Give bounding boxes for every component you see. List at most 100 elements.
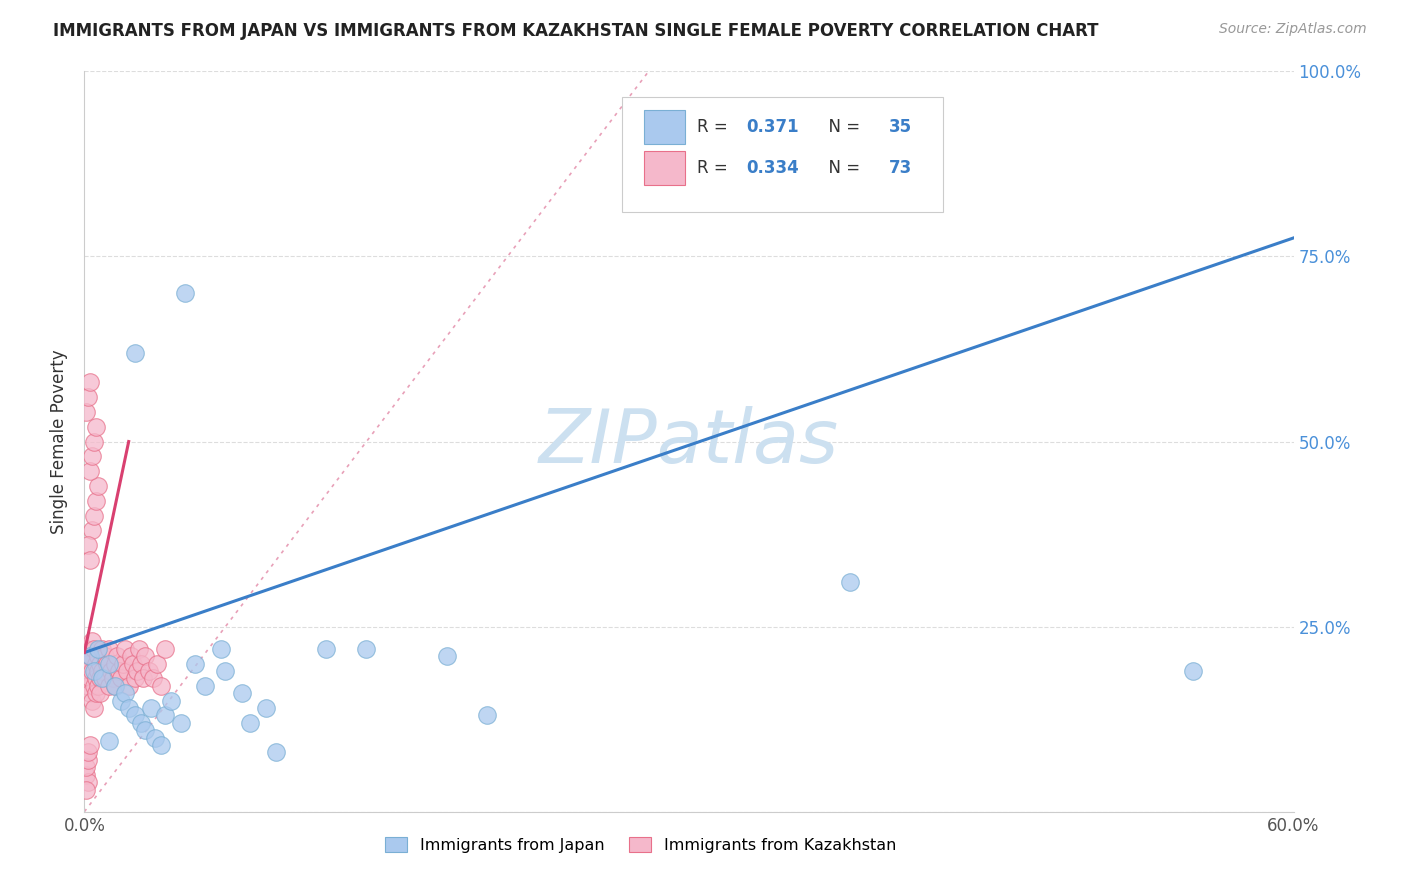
Point [91,641,114,656]
Point [100,664,122,678]
Point [264,746,287,760]
Point [79,376,101,390]
Point [174,286,197,301]
Point [153,708,176,723]
Point [82,450,104,464]
Point [1181,664,1204,678]
Point [75,641,97,656]
Point [149,679,172,693]
Point [77,679,100,693]
Point [125,664,148,678]
Point [149,738,172,752]
Point [86,672,108,686]
Text: 0.334: 0.334 [745,159,799,177]
Point [79,649,101,664]
Point [104,657,127,671]
Point [214,664,236,678]
Point [129,657,152,671]
Point [118,701,141,715]
Point [77,753,100,767]
Point [101,672,124,686]
Text: 0.371: 0.371 [745,118,799,136]
Point [82,664,104,678]
Point [89,686,111,700]
Point [77,746,100,760]
Point [75,405,97,419]
Point [209,641,232,656]
Point [77,390,100,404]
Point [96,657,118,671]
Point [110,672,132,686]
Text: R =: R = [697,118,734,136]
Point [124,672,146,686]
Point [83,679,105,693]
Point [153,641,176,656]
FancyBboxPatch shape [644,151,685,185]
Point [77,657,100,671]
Point [77,775,100,789]
Point [118,679,141,693]
Point [97,641,120,656]
Point [114,641,136,656]
Text: 73: 73 [889,159,911,177]
Point [97,734,120,748]
Point [83,434,105,449]
Point [107,664,129,678]
Point [132,672,155,686]
Point [104,679,127,693]
Point [97,679,120,693]
Point [75,760,97,774]
Point [143,731,166,745]
Point [79,464,101,478]
Point [134,649,156,664]
Point [111,657,134,671]
Point [86,419,108,434]
Point [839,575,862,590]
Point [82,634,104,648]
Point [79,738,101,752]
Point [110,694,132,708]
Text: IMMIGRANTS FROM JAPAN VS IMMIGRANTS FROM KAZAKHSTAN SINGLE FEMALE POVERTY CORREL: IMMIGRANTS FROM JAPAN VS IMMIGRANTS FROM… [53,22,1099,40]
Point [87,641,110,656]
FancyBboxPatch shape [644,110,685,144]
Point [93,649,115,664]
Point [87,679,110,693]
Point [231,686,253,700]
Point [146,657,169,671]
Point [83,508,105,523]
Point [139,701,162,715]
Point [87,664,110,678]
Point [79,672,101,686]
Point [184,657,207,671]
Point [91,672,114,686]
Point [194,679,217,693]
Point [138,664,160,678]
Point [254,701,277,715]
Point [115,664,138,678]
Point [239,715,262,730]
Point [129,715,152,730]
Point [86,493,108,508]
Point [82,694,104,708]
Point [436,649,458,664]
Text: ZIPatlas: ZIPatlas [538,406,839,477]
FancyBboxPatch shape [623,97,943,212]
Point [93,672,115,686]
Point [75,782,97,797]
Point [170,715,193,730]
Point [160,694,183,708]
Point [82,524,104,538]
Text: N =: N = [818,118,866,136]
Point [477,708,499,723]
Point [79,553,101,567]
Point [87,479,110,493]
Point [124,708,146,723]
Legend: Immigrants from Japan, Immigrants from Kazakhstan: Immigrants from Japan, Immigrants from K… [378,830,903,859]
Point [91,664,114,678]
Point [83,701,105,715]
Text: R =: R = [697,159,734,177]
Point [75,664,97,678]
Text: N =: N = [818,159,866,177]
Point [114,686,136,700]
Point [89,657,111,671]
